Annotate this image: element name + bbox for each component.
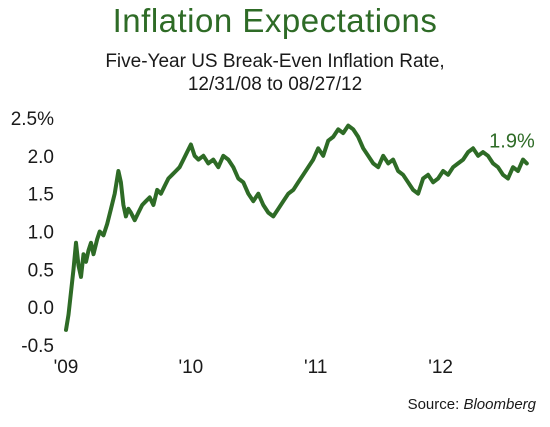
y-tick-label: 2.5%: [11, 109, 54, 130]
y-tick-label: 0.5: [28, 260, 54, 281]
series-line: [64, 123, 529, 332]
x-tick-label: '10: [178, 357, 203, 378]
y-tick-label: 0.0: [28, 298, 54, 319]
chart-subtitle-line2: 12/31/08 to 08/27/12: [187, 74, 363, 95]
y-tick-label: 2.0: [28, 147, 54, 168]
x-tick-label: '11: [304, 357, 327, 378]
source-note: Source: Bloomberg: [408, 396, 536, 413]
x-tick-label: '09: [54, 357, 79, 378]
source-prefix: Source:: [407, 396, 464, 413]
chart-title: Inflation Expectations: [112, 2, 438, 39]
source-name: Bloomberg: [463, 396, 536, 413]
x-ticks: '09 '10 '11 '12: [54, 357, 453, 378]
y-tick-label: 1.0: [28, 223, 54, 244]
y-ticks: 2.5% 2.0 1.5 1.0 0.5 0.0 -0.5: [11, 109, 54, 357]
y-tick-label: 1.5: [28, 185, 54, 206]
chart-subtitle-line1: Five-Year US Break-Even Inflation Rate,: [105, 51, 445, 72]
end-value-label: 1.9%: [489, 130, 535, 152]
x-tick-label: '12: [428, 357, 453, 378]
y-tick-label: -0.5: [21, 336, 54, 357]
